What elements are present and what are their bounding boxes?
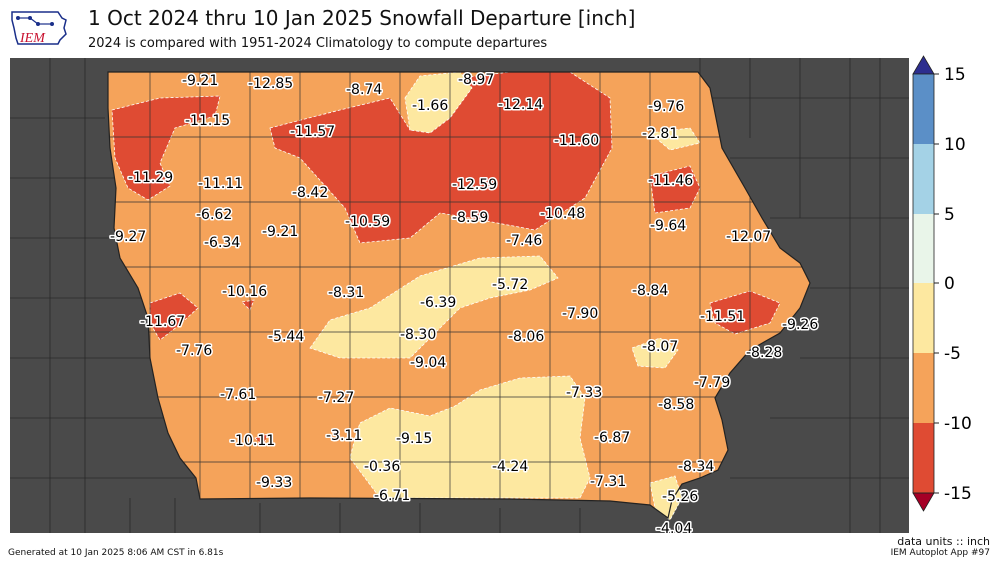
value-label: -9.21: [182, 73, 218, 89]
value-label: -9.27: [110, 229, 146, 245]
value-label: -1.66: [412, 98, 448, 114]
colorbar-bin: [913, 283, 934, 353]
app-label: IEM Autoplot App #97: [890, 548, 990, 558]
colorbar-bin: [913, 144, 934, 214]
value-label: -3.11: [326, 428, 362, 444]
map-title: 1 Oct 2024 thru 10 Jan 2025 Snowfall Dep…: [88, 6, 636, 30]
value-label: -7.76: [176, 343, 212, 359]
value-label: -8.74: [346, 82, 382, 98]
value-label: -11.29: [128, 170, 173, 186]
value-label: -4.04: [656, 521, 692, 533]
value-label: -7.79: [694, 375, 730, 391]
colorbar-tick: -5: [944, 344, 961, 364]
colorbar-tick: -10: [944, 414, 972, 434]
value-label: -2.81: [642, 126, 678, 142]
value-label: -10.48: [540, 206, 585, 222]
value-label: -8.30: [400, 327, 436, 343]
colorbar-under-arrow: [912, 492, 935, 512]
colorbar-over-arrow: [912, 55, 935, 75]
value-label: -12.14: [498, 97, 543, 113]
colorbar-bin: [913, 353, 934, 423]
value-label: -7.46: [506, 233, 542, 249]
logo-text: IEM: [19, 31, 46, 46]
iowa-county-grid: [108, 72, 810, 518]
value-label: -8.58: [658, 397, 694, 413]
value-label: -11.57: [290, 124, 335, 140]
value-label: -8.34: [678, 459, 714, 475]
value-label: -6.87: [594, 430, 630, 446]
colorbar-tick: 10: [944, 135, 966, 155]
value-label: -9.64: [650, 218, 686, 234]
value-label: -10.59: [345, 214, 390, 230]
value-label: -8.07: [642, 339, 678, 355]
value-label: -12.59: [452, 177, 497, 193]
value-label: -7.33: [566, 385, 602, 401]
value-label: -8.84: [632, 283, 668, 299]
value-label: -9.26: [782, 317, 818, 333]
value-label: -4.24: [492, 459, 528, 475]
value-label: -11.15: [185, 113, 230, 129]
snowfall-map: -9.21 -12.85 -8.74 -8.97 -1.66 -12.14 -9…: [10, 58, 909, 533]
value-label: -8.59: [452, 210, 488, 226]
value-label: -10.11: [230, 433, 275, 449]
value-label: -11.51: [700, 309, 745, 325]
value-label: -8.31: [328, 285, 364, 301]
value-label: -11.67: [140, 314, 185, 330]
value-label: -9.21: [262, 224, 298, 240]
value-label: -5.44: [268, 329, 304, 345]
value-label: -10.16: [222, 284, 267, 300]
value-label: -6.71: [374, 488, 410, 504]
value-label: -11.46: [648, 173, 693, 189]
iem-logo: IEM: [11, 11, 67, 46]
value-label: -12.07: [726, 229, 771, 245]
generated-timestamp: Generated at 10 Jan 2025 8:06 AM CST in …: [8, 548, 224, 558]
value-label: -7.61: [220, 387, 256, 403]
value-label: -9.33: [256, 475, 292, 491]
colorbar-tick: 15: [944, 65, 966, 85]
colorbar-bin: [913, 214, 934, 283]
map-subtitle: 2024 is compared with 1951-2024 Climatol…: [88, 36, 548, 51]
value-label: -8.06: [508, 329, 544, 345]
value-label: -9.04: [410, 355, 446, 371]
value-label: -8.28: [746, 345, 782, 361]
colorbar-tick: -15: [944, 484, 972, 504]
value-label: -6.62: [196, 207, 232, 223]
value-label: -8.97: [458, 72, 494, 88]
colorbar-tick: 5: [944, 205, 955, 225]
value-label: -6.39: [420, 295, 456, 311]
colorbar-bin: [913, 74, 934, 144]
value-label: -7.27: [318, 390, 354, 406]
value-label: -0.36: [364, 459, 400, 475]
colorbar: 15 10 5 0 -5 -10 -15: [912, 55, 972, 512]
value-labels: -9.21 -12.85 -8.74 -8.97 -1.66 -12.14 -9…: [109, 71, 820, 534]
value-label: -11.11: [198, 176, 243, 192]
value-label: -12.85: [248, 76, 293, 92]
value-label: -7.31: [590, 474, 626, 490]
yellow-zones: [309, 71, 701, 521]
value-label: -6.34: [204, 235, 240, 251]
value-label: -11.60: [554, 133, 599, 149]
iowa-border: [107, 71, 811, 520]
value-label: -9.76: [648, 99, 684, 115]
value-label: -7.90: [562, 306, 598, 322]
colorbar-tick: 0: [944, 274, 955, 294]
data-units-label: data units :: inch: [897, 535, 990, 548]
colorbar-bin: [913, 423, 934, 493]
value-label: -5.26: [662, 489, 698, 505]
value-label: -8.42: [292, 185, 328, 201]
value-label: -9.15: [396, 431, 432, 447]
value-label: -5.72: [492, 277, 528, 293]
red-zones: [111, 71, 781, 447]
